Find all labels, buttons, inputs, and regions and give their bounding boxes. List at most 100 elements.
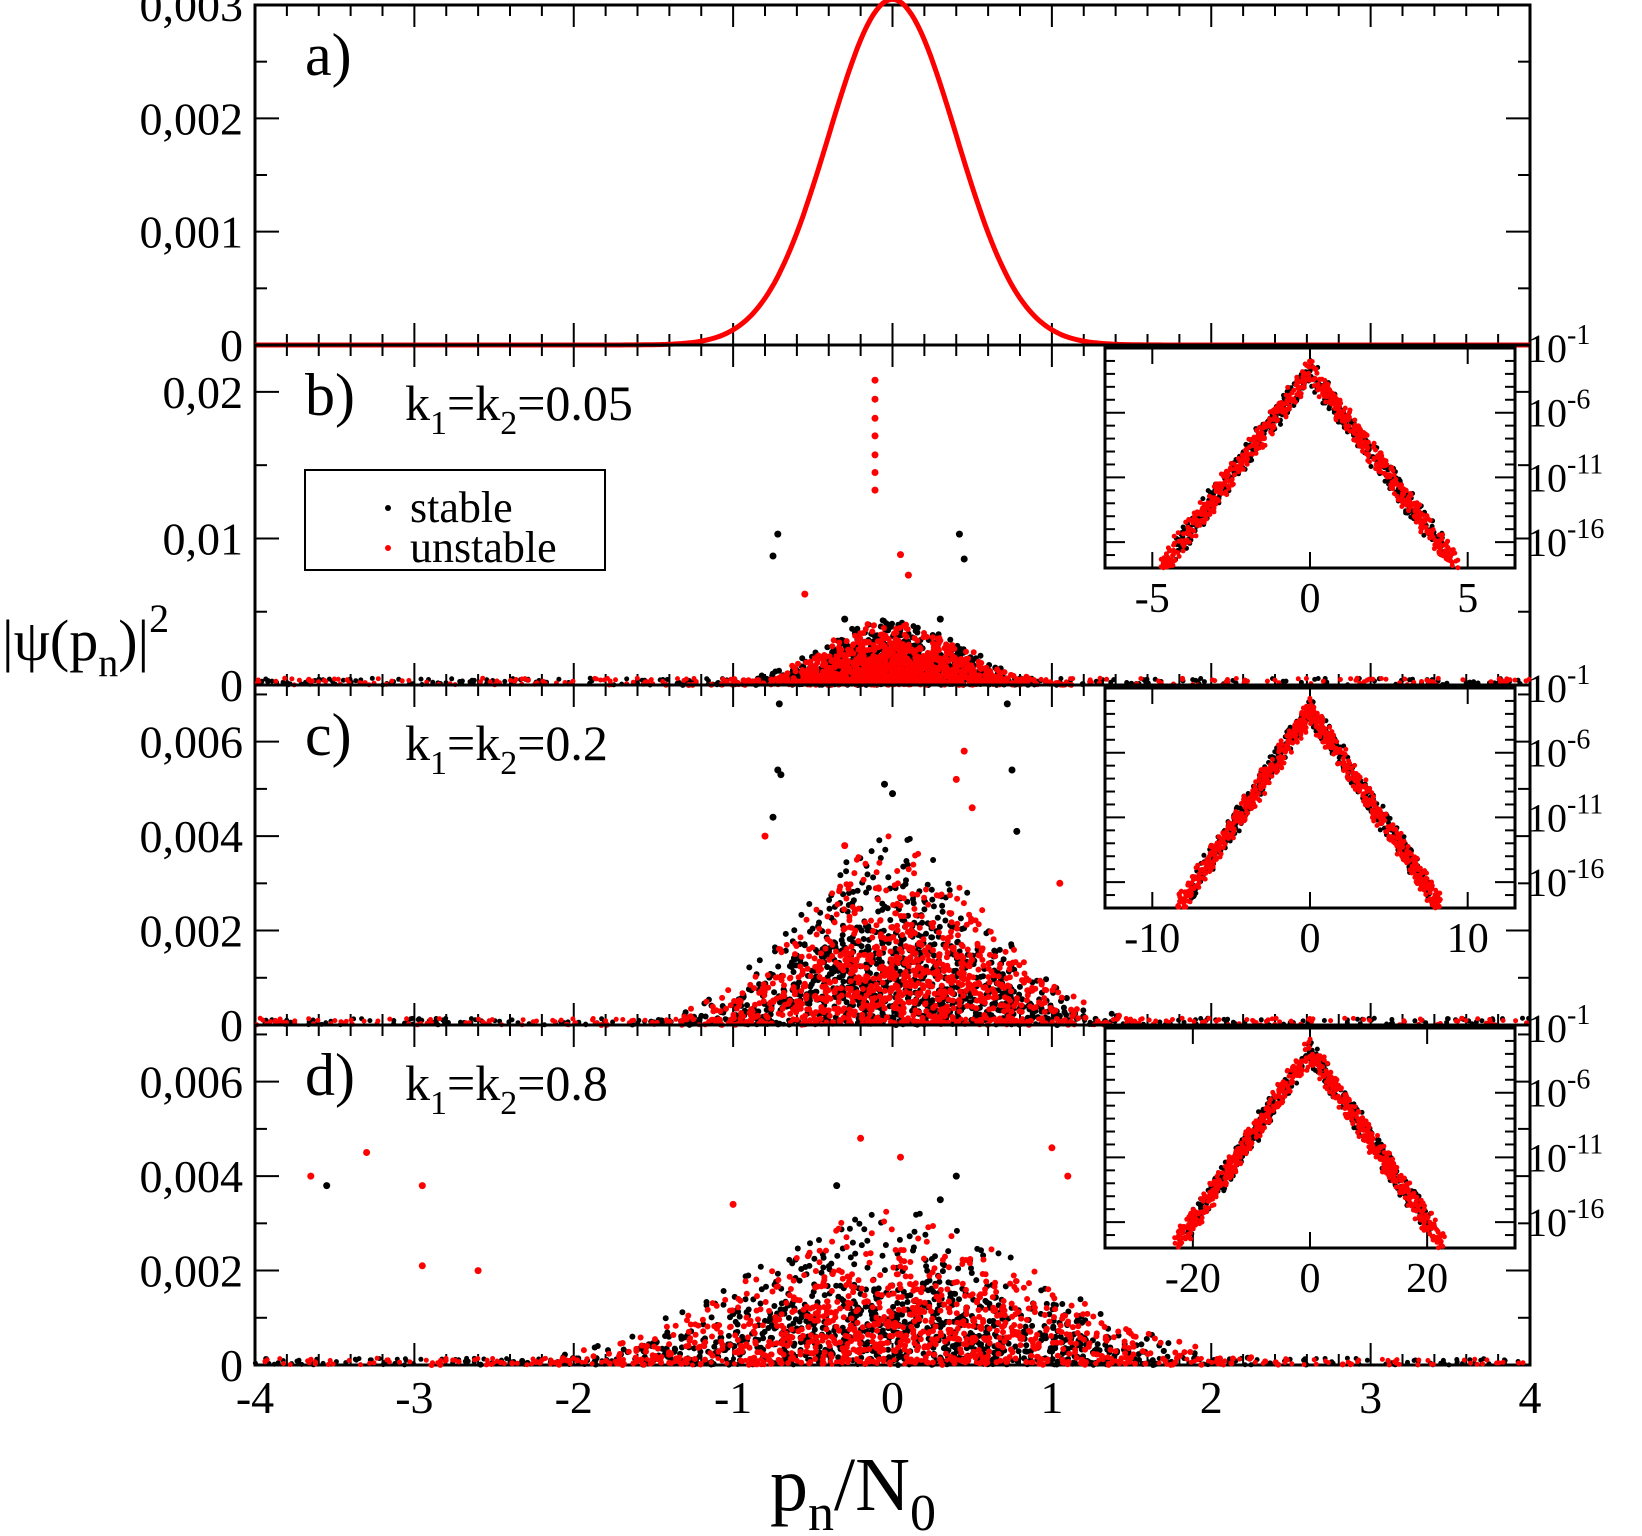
scatter-point-unstable bbox=[306, 676, 312, 682]
k-label-part: 1 bbox=[430, 745, 447, 782]
scatter-point-unstable bbox=[993, 677, 999, 682]
scatter-point-unstable bbox=[598, 677, 603, 683]
scatter-point-unstable bbox=[860, 630, 867, 637]
scatter-point-stable bbox=[782, 930, 789, 937]
inset-point-unstable bbox=[1427, 535, 1433, 541]
scatter-point-unstable bbox=[1364, 677, 1370, 683]
scatter-point-unstable bbox=[1419, 679, 1424, 684]
scatter-point-unstable bbox=[1435, 675, 1441, 681]
scatter-point-unstable bbox=[1488, 679, 1494, 685]
scatter-point-stable bbox=[947, 636, 954, 643]
scatter-point-unstable bbox=[924, 649, 931, 656]
y-tick-label: 0,01 bbox=[163, 513, 244, 564]
scatter-point-unstable bbox=[899, 657, 906, 664]
inset-point-unstable bbox=[1438, 552, 1444, 558]
xlabel-sub: n bbox=[808, 1485, 834, 1536]
scatter-point-unstable bbox=[1402, 676, 1408, 682]
scatter-point-unstable bbox=[968, 671, 975, 678]
scatter-peak-unstable bbox=[904, 571, 912, 579]
inset-point-unstable bbox=[1339, 409, 1345, 415]
inset-point-unstable bbox=[1287, 403, 1293, 409]
inset-point-unstable bbox=[1171, 542, 1177, 548]
scatter-peak-stable bbox=[889, 790, 896, 798]
scatter-point-unstable bbox=[907, 660, 914, 667]
scatter-point-unstable bbox=[732, 676, 738, 682]
scatter-point-stable bbox=[808, 981, 815, 988]
scatter-point-stable bbox=[1520, 1015, 1525, 1021]
scatter-point-stable bbox=[1412, 1018, 1418, 1024]
inset-log-label: 10-16 bbox=[1527, 514, 1604, 565]
scatter-point-unstable bbox=[389, 678, 395, 684]
inset-point-unstable bbox=[1186, 517, 1192, 522]
scatter-point-unstable bbox=[1070, 676, 1076, 682]
inset-point-unstable bbox=[1208, 508, 1213, 514]
xlabel-mid: /N bbox=[834, 1443, 910, 1527]
inset-point-unstable bbox=[1251, 438, 1257, 444]
scatter-point-stable bbox=[746, 964, 753, 971]
inset-point-unstable bbox=[1333, 417, 1339, 423]
scatter-point-unstable bbox=[880, 643, 887, 650]
scatter-point-stable bbox=[826, 905, 833, 912]
scatter-point-stable bbox=[843, 999, 850, 1006]
inset-x-tick-label: 5 bbox=[1457, 576, 1478, 622]
scatter-point-stable bbox=[876, 837, 883, 844]
scatter-point-stable bbox=[1201, 679, 1207, 685]
inset-point-unstable bbox=[1322, 382, 1327, 388]
inset-point-unstable bbox=[1283, 408, 1289, 414]
inset-point-unstable bbox=[1447, 552, 1453, 558]
inset-point-unstable bbox=[1235, 456, 1241, 461]
inset-log-exp: -11 bbox=[1567, 449, 1603, 480]
scatter-point-stable bbox=[928, 886, 935, 893]
inset-point-unstable bbox=[1450, 547, 1456, 553]
inset-point-unstable bbox=[1294, 392, 1300, 398]
scatter-point-unstable bbox=[803, 659, 810, 666]
inset-point-unstable bbox=[1408, 491, 1413, 496]
k-label-part: =0.2 bbox=[517, 715, 608, 771]
inset-point-unstable bbox=[1365, 453, 1371, 459]
scatter-point-unstable bbox=[835, 671, 841, 678]
inset-point-unstable bbox=[1389, 464, 1395, 470]
inset-point-unstable bbox=[1171, 533, 1177, 539]
scatter-point-unstable bbox=[375, 676, 381, 682]
inset-point-unstable bbox=[1351, 437, 1357, 443]
scatter-point-unstable bbox=[1512, 677, 1518, 683]
scatter-point-stable bbox=[837, 872, 844, 879]
scatter-point-unstable bbox=[958, 662, 965, 669]
scatter-point-stable bbox=[775, 963, 782, 970]
k-label-part: =0.05 bbox=[517, 375, 633, 431]
scatter-point-stable bbox=[1190, 677, 1196, 683]
inset-point-unstable bbox=[1360, 448, 1366, 454]
scatter-point-stable bbox=[418, 676, 424, 682]
inset-point-unstable bbox=[1188, 526, 1194, 532]
scatter-point-unstable bbox=[807, 664, 814, 671]
inset-point-unstable bbox=[1285, 385, 1291, 390]
scatter-peak-stable bbox=[769, 552, 777, 560]
scatter-point-stable bbox=[1058, 676, 1064, 681]
scatter-point-unstable bbox=[994, 666, 1001, 673]
inset-point-unstable bbox=[1209, 497, 1215, 503]
scatter-point-unstable bbox=[916, 644, 923, 651]
inset-point-unstable bbox=[1239, 466, 1244, 471]
ylabel-close: )| bbox=[118, 608, 149, 673]
scatter-point-unstable bbox=[963, 666, 970, 673]
inset-point-unstable bbox=[1232, 472, 1238, 478]
inset-point-stable bbox=[1326, 406, 1332, 412]
inset-point-unstable bbox=[1311, 383, 1317, 389]
scatter-peak-unstable bbox=[871, 451, 879, 459]
panel-label-a: a) bbox=[305, 22, 352, 88]
scatter-point-stable bbox=[1060, 1004, 1067, 1011]
scatter-point-unstable bbox=[832, 664, 839, 670]
scatter-point-unstable bbox=[837, 660, 844, 667]
inset-point-unstable bbox=[1310, 364, 1316, 370]
scatter-point-unstable bbox=[406, 678, 412, 683]
scatter-point-unstable bbox=[1337, 677, 1343, 682]
scatter-point-unstable bbox=[798, 953, 805, 960]
inset-point-unstable bbox=[1403, 487, 1409, 493]
scatter-point-stable bbox=[902, 881, 909, 888]
scatter-point-stable bbox=[705, 678, 711, 684]
scatter-point-stable bbox=[826, 897, 833, 903]
scatter-point-unstable bbox=[660, 679, 666, 684]
scatter-peak-stable bbox=[960, 555, 968, 563]
k-label-part: =k bbox=[447, 375, 500, 431]
